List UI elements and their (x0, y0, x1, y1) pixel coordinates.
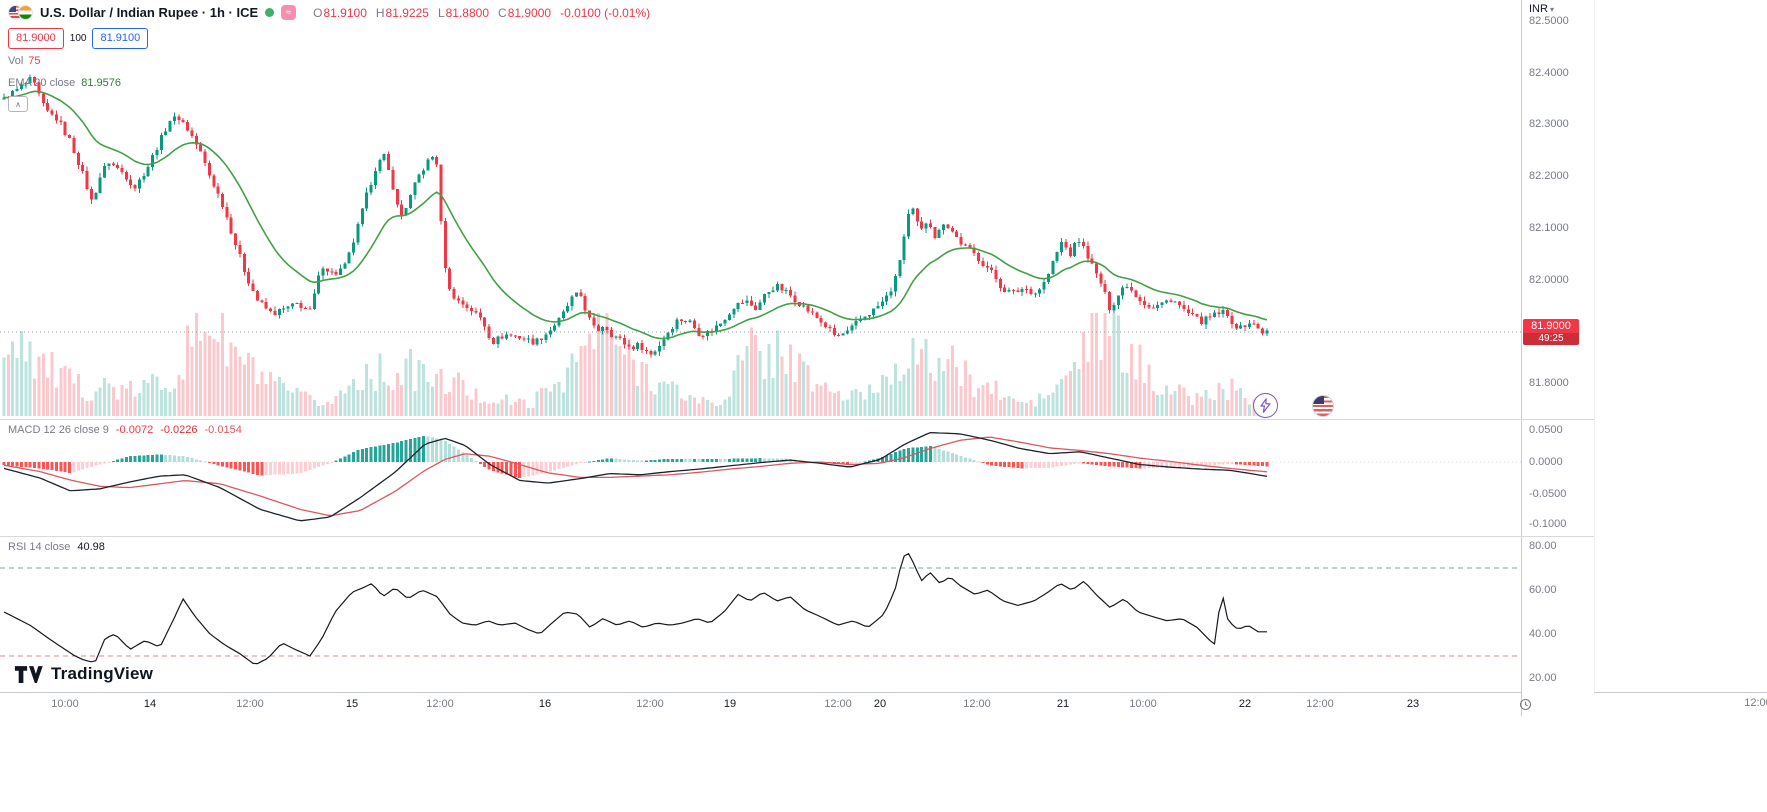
axis-tick-label: 82.4000 (1529, 67, 1569, 79)
time-tick-label: 12:00 (963, 698, 991, 710)
rsi-value: 40.98 (77, 541, 105, 553)
rsi-legend: RSI 14 close 40.98 (8, 541, 105, 553)
axis-tick-label: 40.00 (1529, 628, 1557, 640)
price-pane-canvas[interactable] (0, 0, 1521, 419)
tradingview-watermark[interactable]: TradingView (14, 664, 153, 684)
time-tick-label: 10:00 (1129, 698, 1157, 710)
macd-pane-canvas[interactable] (0, 420, 1521, 536)
open-value: O81.9100 (313, 5, 367, 20)
pane-divider[interactable] (0, 419, 1594, 420)
time-tick-label: 19 (723, 698, 737, 710)
rsi-pane-canvas[interactable] (0, 537, 1521, 692)
price-scale[interactable]: INR ▾ 82.5000 82.4000 82.3000 82.2000 82.1000… (1521, 0, 1594, 716)
axis-tick-label: 20.00 (1529, 672, 1557, 684)
chevron-down-icon: ▾ (1549, 5, 1554, 14)
time-tick-label: 12:00 (1306, 698, 1334, 710)
axis-tick-label: 82.2000 (1529, 170, 1569, 182)
india-flag-icon (18, 5, 33, 20)
clock-icon[interactable] (1519, 698, 1532, 711)
symbol-legend: U.S. Dollar / Indian Rupee · 1h · ICE ≈ … (8, 5, 650, 20)
axis-tick-label: 0.0500 (1529, 424, 1563, 436)
trade-panel: 81.9000 100 81.9100 (8, 28, 149, 49)
axis-tick-label: 81.8000 (1529, 377, 1569, 389)
widget-right-edge (1594, 0, 1595, 716)
buy-price-button[interactable]: 81.9100 (92, 28, 149, 49)
axis-tick-label: 82.0000 (1529, 274, 1569, 286)
chevron-up-icon: ∧ (15, 99, 21, 109)
axis-tick-label: -0.1000 (1529, 518, 1567, 530)
last-price-value: 81.9000 (1531, 320, 1571, 332)
market-status-dot-icon (265, 8, 275, 17)
macd-signal-value: -0.0154 (204, 424, 242, 436)
axis-tick-label: 82.5000 (1529, 15, 1569, 27)
time-tick-label: 14 (143, 698, 157, 710)
waves-icon[interactable]: ≈ (281, 5, 297, 20)
axis-tick-label: 80.00 (1529, 540, 1557, 552)
time-tick-label: 10:00 (51, 698, 79, 710)
time-scale[interactable]: 10:00 14 12:00 15 12:00 16 12:00 19 12:00 20 12:00… (0, 692, 1767, 716)
adjacent-time-label: 12:00 (1744, 697, 1767, 709)
change-value: -0.0100 (-0.01%) (560, 5, 651, 20)
axis-tick-label: 0.0000 (1529, 456, 1563, 468)
time-tick-label: 16 (538, 698, 552, 710)
ema-legend: EMA 20 close 81.9576 (8, 77, 122, 89)
flag-canton (1313, 396, 1324, 404)
spread-value: 100 (69, 33, 87, 44)
axis-tick-label: 60.00 (1529, 584, 1557, 596)
collapse-pane-button[interactable]: ∧ (8, 96, 28, 112)
time-tick-label: 22 (1238, 698, 1252, 710)
pane-divider[interactable] (0, 536, 1594, 537)
axis-tick-label: -0.0500 (1529, 488, 1567, 500)
currency-pair-flags-icon (8, 5, 33, 20)
time-tick-label: 23 (1406, 698, 1420, 710)
low-value: L81.8800 (437, 5, 490, 20)
time-tick-label: 20 (873, 698, 887, 710)
time-tick-label: 12:00 (824, 698, 852, 710)
lightning-trade-button[interactable] (1253, 393, 1278, 418)
tradingview-logo-icon (14, 665, 43, 683)
high-value: H81.9225 (375, 5, 429, 20)
axis-currency-label[interactable]: INR ▾ (1529, 3, 1554, 15)
volume-legend: Vol 75 (8, 55, 41, 67)
axis-tick-label: 82.3000 (1529, 118, 1569, 130)
us-flag-button[interactable] (1312, 395, 1334, 417)
lightning-icon (1260, 398, 1271, 413)
time-tick-label: 12:00 (636, 698, 664, 710)
symbol-title[interactable]: U.S. Dollar / Indian Rupee · 1h · ICE (40, 5, 259, 20)
macd-hist-value: -0.0072 (115, 424, 154, 436)
close-value: C81.9000 (498, 5, 552, 20)
time-tick-label: 21 (1056, 698, 1070, 710)
watermark-text: TradingView (51, 664, 154, 683)
countdown-timer: 49:25 (1523, 333, 1579, 345)
ohlc-readout: O81.9100 H81.9225 L81.8800 C81.9000 -0.0… (313, 6, 650, 20)
axis-tick-label: 82.1000 (1529, 222, 1569, 234)
time-tick-label: 12:00 (236, 698, 264, 710)
time-tick-label: 15 (345, 698, 359, 710)
macd-legend: MACD 12 26 close 9 -0.0072 -0.0226 -0.01… (8, 424, 242, 436)
time-tick-label: 12:00 (426, 698, 454, 710)
last-price-badge: 81.9000 49:25 (1523, 319, 1579, 345)
macd-line-value: -0.0226 (160, 424, 198, 436)
sell-price-button[interactable]: 81.9000 (8, 28, 64, 49)
